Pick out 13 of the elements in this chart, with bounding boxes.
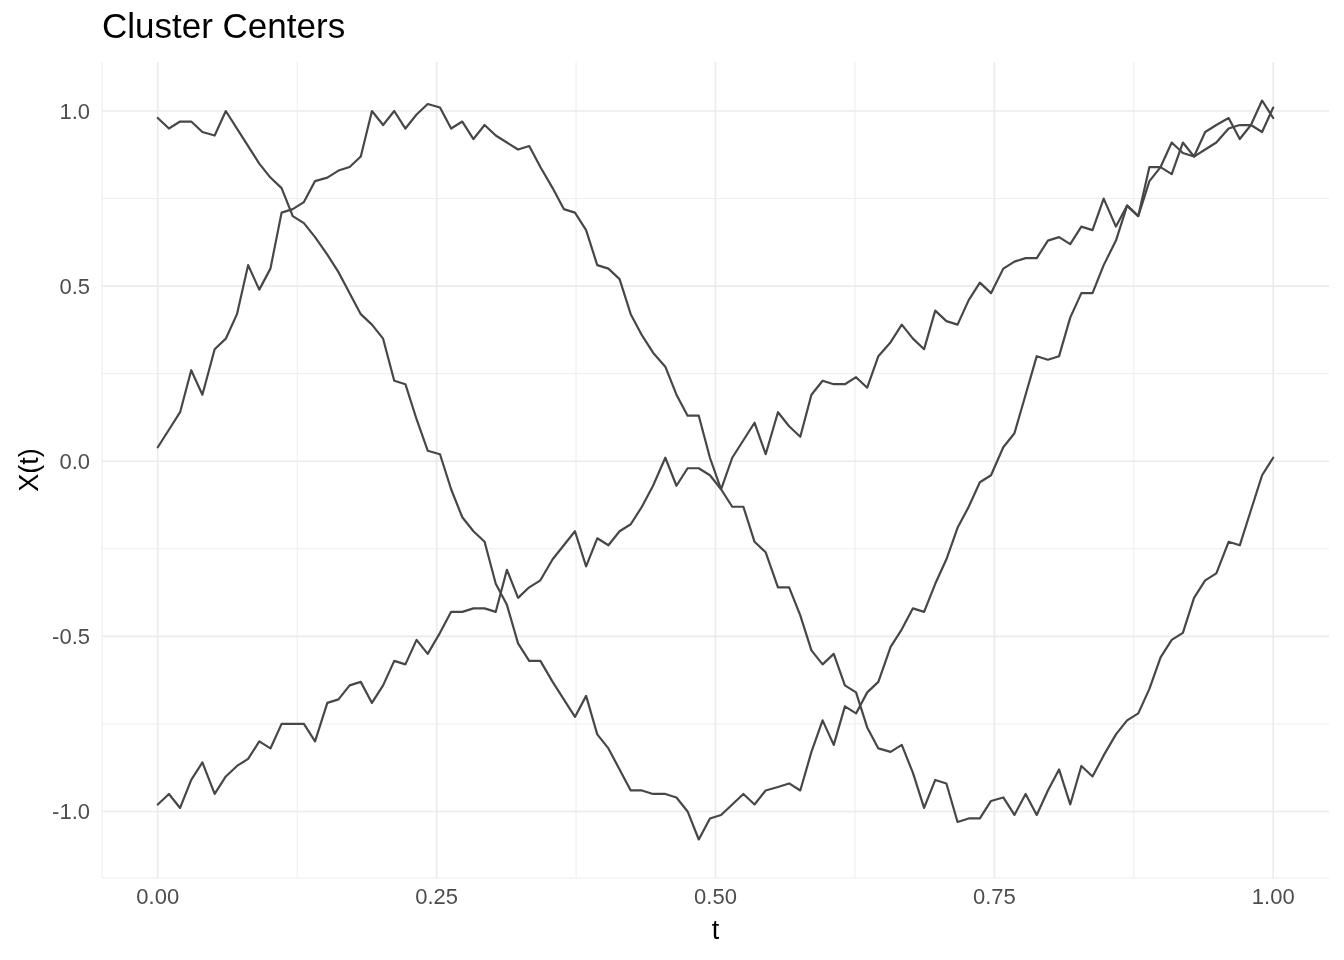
- x-tick-label: 0.50: [694, 883, 737, 909]
- y-tick-label: 0.5: [59, 273, 90, 299]
- y-tick-label: 1.0: [59, 98, 90, 124]
- x-tick-label: 1.00: [1251, 883, 1295, 909]
- chart-title: Cluster Centers: [102, 6, 346, 46]
- x-tick-label: 0.00: [136, 883, 180, 909]
- y-tick-label: 0.0: [59, 449, 90, 475]
- x-axis-title: t: [711, 914, 720, 946]
- x-tick-label: 0.75: [972, 883, 1016, 909]
- y-tick-label: -0.5: [52, 624, 90, 650]
- x-tick-label: 0.25: [415, 883, 459, 909]
- y-axis-title: X(t): [13, 448, 45, 492]
- y-tick-label: -1.0: [52, 799, 90, 825]
